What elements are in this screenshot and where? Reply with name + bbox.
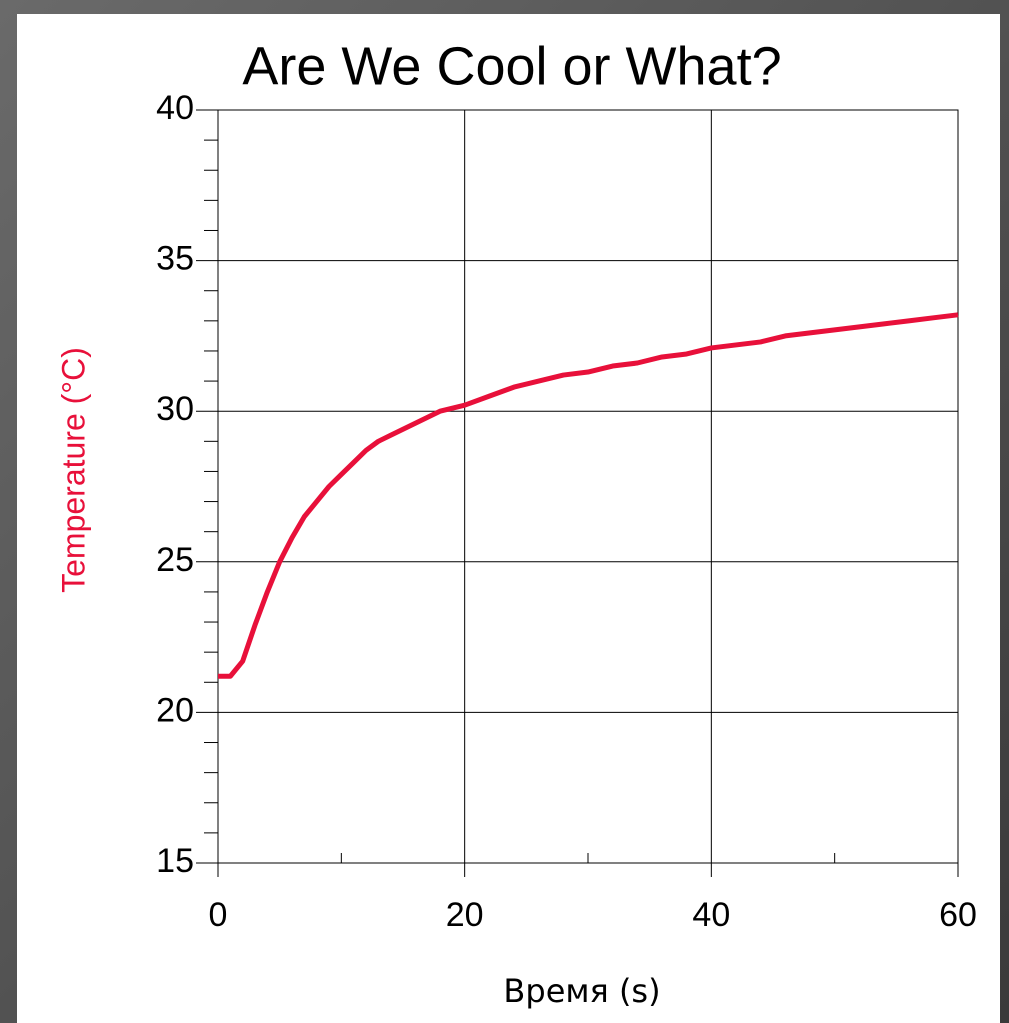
y-tick-label: 35 bbox=[156, 240, 194, 278]
data-line bbox=[218, 312, 959, 679]
x-tick-label: 60 bbox=[939, 896, 977, 934]
chart-title: Are We Cool or What? bbox=[242, 36, 781, 96]
y-tick-label: 40 bbox=[156, 89, 194, 127]
y-tick-label: 20 bbox=[156, 691, 194, 729]
y-tick-label: 30 bbox=[156, 390, 194, 428]
y-axis-label: Temperature (°C) bbox=[55, 347, 91, 593]
y-tick-label: 15 bbox=[156, 842, 194, 880]
chart-panel bbox=[17, 14, 1000, 1023]
y-tick-label: 25 bbox=[156, 541, 194, 579]
x-axis-label: Время (s) bbox=[503, 972, 660, 1010]
plot-frame bbox=[217, 109, 959, 864]
x-tick-label: 20 bbox=[446, 896, 484, 934]
x-tick-label: 0 bbox=[209, 896, 228, 934]
x-tick-label: 40 bbox=[692, 896, 730, 934]
